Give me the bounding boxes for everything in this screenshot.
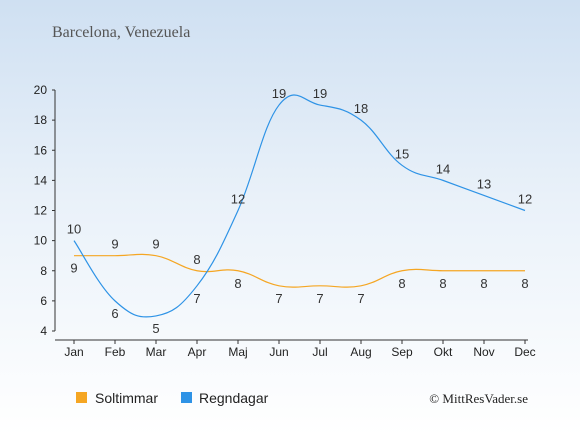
data-label-regndagar: 5 bbox=[152, 321, 159, 336]
data-label-regndagar: 13 bbox=[477, 176, 491, 191]
x-tick-label: Maj bbox=[228, 345, 247, 359]
data-label-soltimmar: 7 bbox=[357, 291, 364, 306]
data-label-soltimmar: 9 bbox=[111, 237, 118, 252]
data-label-regndagar: 14 bbox=[436, 161, 450, 176]
data-label-regndagar: 10 bbox=[67, 222, 81, 237]
data-label-regndagar: 12 bbox=[231, 192, 245, 207]
data-label-regndagar: 12 bbox=[518, 192, 532, 207]
axes: 4 6 8 10 12 14 16 18 20 Jan Feb Mar Apr Maj Jun Jul Aug S… bbox=[34, 83, 536, 359]
x-tick-label: Sep bbox=[391, 345, 413, 359]
y-tick-label: 16 bbox=[34, 143, 48, 157]
y-tick-label: 4 bbox=[40, 324, 47, 338]
x-tick-label: Jul bbox=[312, 345, 327, 359]
x-tick-label: Apr bbox=[188, 345, 207, 359]
x-tick-label: Dec bbox=[514, 345, 535, 359]
y-tick-label: 20 bbox=[34, 83, 48, 97]
x-tick-label: Aug bbox=[350, 345, 371, 359]
data-label-soltimmar: 8 bbox=[398, 276, 405, 291]
x-tick-label: Feb bbox=[105, 345, 126, 359]
x-tick-label: Okt bbox=[434, 345, 453, 359]
data-label-regndagar: 7 bbox=[193, 291, 200, 306]
data-label-regndagar: 19 bbox=[313, 86, 327, 101]
data-label-regndagar: 15 bbox=[395, 146, 409, 161]
data-label-soltimmar: 7 bbox=[316, 291, 323, 306]
legend-swatch-soltimmar bbox=[76, 392, 87, 403]
legend-label-soltimmar: Soltimmar bbox=[95, 390, 158, 406]
legend-label-regndagar: Regndagar bbox=[199, 390, 269, 406]
copyright: © MittResVader.se bbox=[429, 391, 528, 406]
data-label-soltimmar: 8 bbox=[234, 276, 241, 291]
y-tick-label: 6 bbox=[40, 294, 47, 308]
data-label-soltimmar: 8 bbox=[521, 276, 528, 291]
series-line-soltimmar bbox=[74, 253, 525, 288]
data-label-soltimmar: 8 bbox=[193, 252, 200, 267]
x-tick-label: Jun bbox=[269, 345, 288, 359]
x-tick-label: Nov bbox=[473, 345, 494, 359]
series-layer bbox=[73, 94, 526, 318]
data-label-regndagar: 19 bbox=[272, 86, 286, 101]
data-label-soltimmar: 7 bbox=[275, 291, 282, 306]
x-tick-label: Jan bbox=[64, 345, 83, 359]
data-label-regndagar: 6 bbox=[111, 306, 118, 321]
legend: Soltimmar Regndagar bbox=[76, 390, 269, 406]
y-tick-label: 14 bbox=[34, 173, 48, 187]
data-label-soltimmar: 9 bbox=[152, 237, 159, 252]
data-labels: 9 9 9 8 8 7 7 7 8 8 8 8 10 6 5 7 12 19 19 18 15 14 13 12 bbox=[67, 86, 532, 336]
series-line-regndagar bbox=[73, 94, 526, 318]
y-tick-label: 12 bbox=[34, 204, 48, 218]
y-tick-label: 18 bbox=[34, 113, 48, 127]
y-tick-label: 8 bbox=[40, 264, 47, 278]
chart-title: Barcelona, Venezuela bbox=[52, 24, 190, 41]
data-label-soltimmar: 8 bbox=[439, 276, 446, 291]
legend-swatch-regndagar bbox=[181, 392, 192, 403]
data-label-regndagar: 18 bbox=[354, 101, 368, 116]
data-label-soltimmar: 9 bbox=[70, 261, 77, 276]
data-label-soltimmar: 8 bbox=[480, 276, 487, 291]
y-tick-label: 10 bbox=[34, 234, 48, 248]
x-tick-label: Mar bbox=[146, 345, 167, 359]
